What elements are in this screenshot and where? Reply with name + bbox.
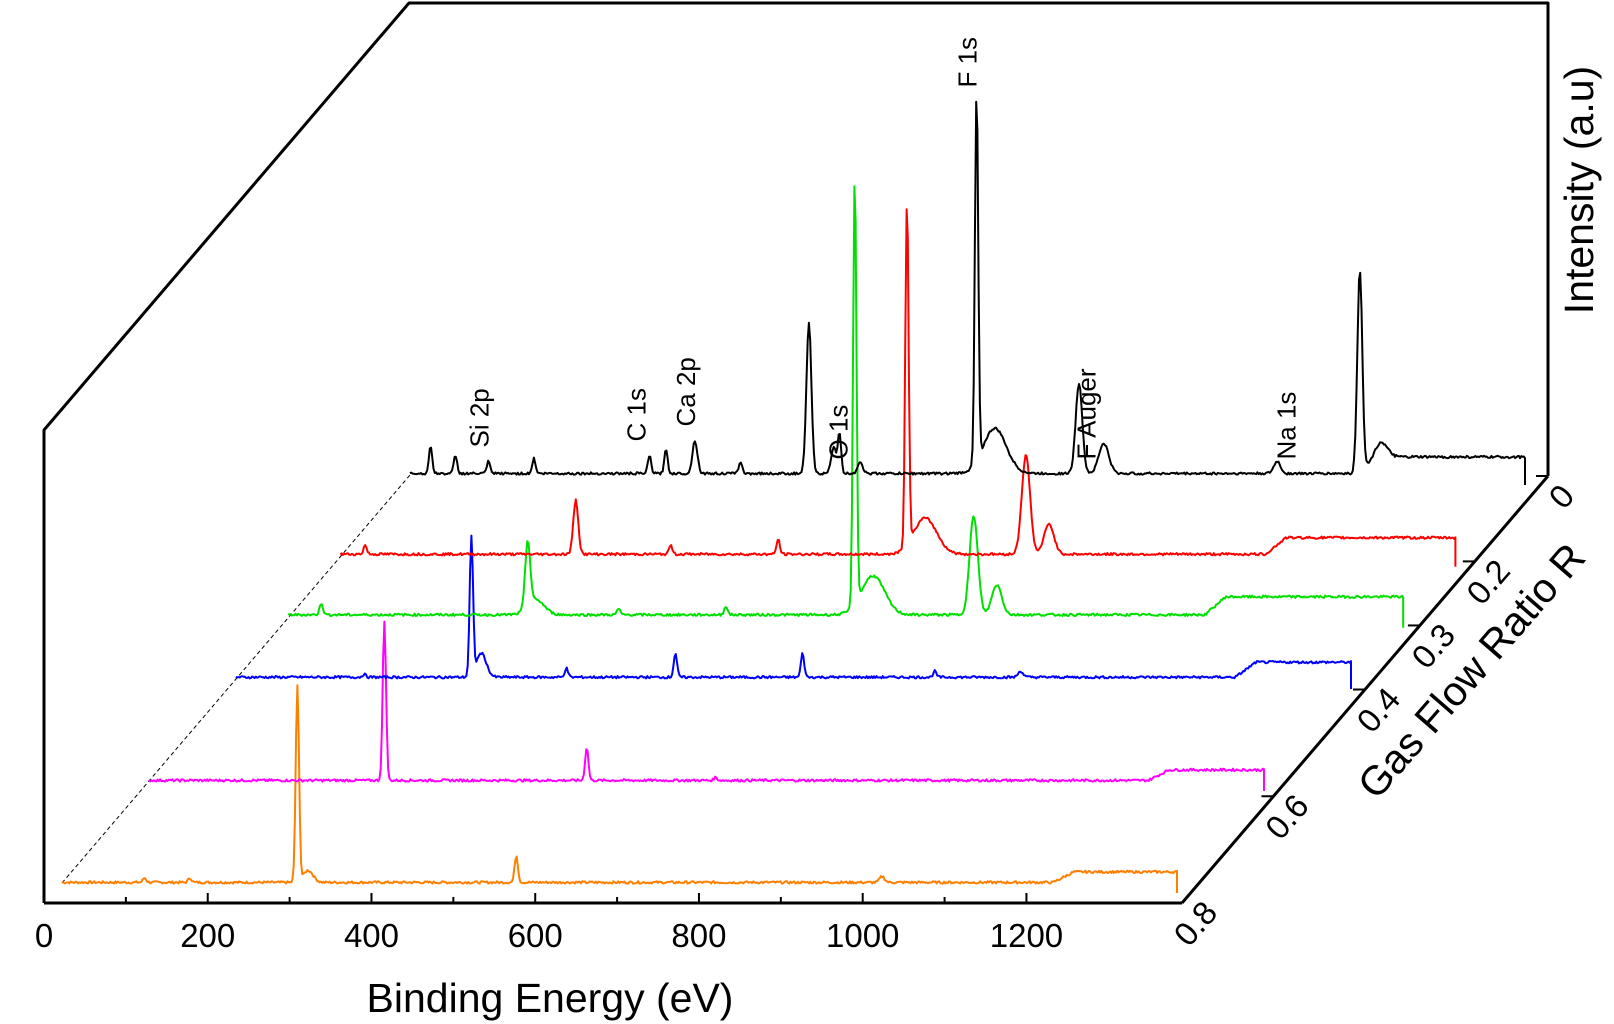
spectra-group — [61, 100, 1526, 893]
spectrum-trace-r-0 — [409, 100, 1526, 485]
peak-label: O 1s — [824, 405, 854, 460]
x-axis-title: Binding Energy (eV) — [367, 975, 734, 1021]
intensity-axis-title: Intensity (a.u) — [1556, 66, 1602, 314]
peak-label: F Auger — [1072, 368, 1102, 459]
spectrum-trace-r-0-6 — [148, 620, 1265, 791]
depth-tick-label: 0 — [1541, 477, 1581, 515]
depth-axis-ticks: 00.20.30.40.60.8 — [1166, 475, 1581, 953]
peak-label: C 1s — [621, 388, 651, 441]
x-tick-label: 200 — [180, 917, 235, 954]
spectrum-trace-r-0-8 — [61, 684, 1178, 893]
x-tick-label: 600 — [508, 917, 563, 954]
peak-label: Si 2p — [464, 388, 494, 447]
baseline-depth-guide — [61, 474, 411, 884]
x-tick-label: 1200 — [990, 917, 1063, 954]
box-frame-left — [42, 1, 1550, 875]
spectrum-trace-r-0-4 — [235, 534, 1352, 689]
x-axis-ticks: 0 200 400 600 800 1000 1200 — [35, 893, 1063, 954]
x-tick-label: 0 — [35, 917, 53, 954]
peak-label: Na 1s — [1271, 392, 1301, 460]
x-tick-label: 800 — [671, 917, 726, 954]
peak-label: Ca 2p — [671, 357, 701, 426]
spectrum-trace-r-0-2 — [339, 208, 1457, 567]
x-tick-label: 1000 — [826, 917, 899, 954]
peak-annotations: Si 2p C 1s Ca 2p O 1s F 1s F Auger Na 1s — [464, 37, 1301, 460]
spectrum-trace-r-0-3 — [287, 185, 1405, 628]
x-tick-label: 400 — [344, 917, 399, 954]
peak-label: F 1s — [953, 37, 983, 88]
